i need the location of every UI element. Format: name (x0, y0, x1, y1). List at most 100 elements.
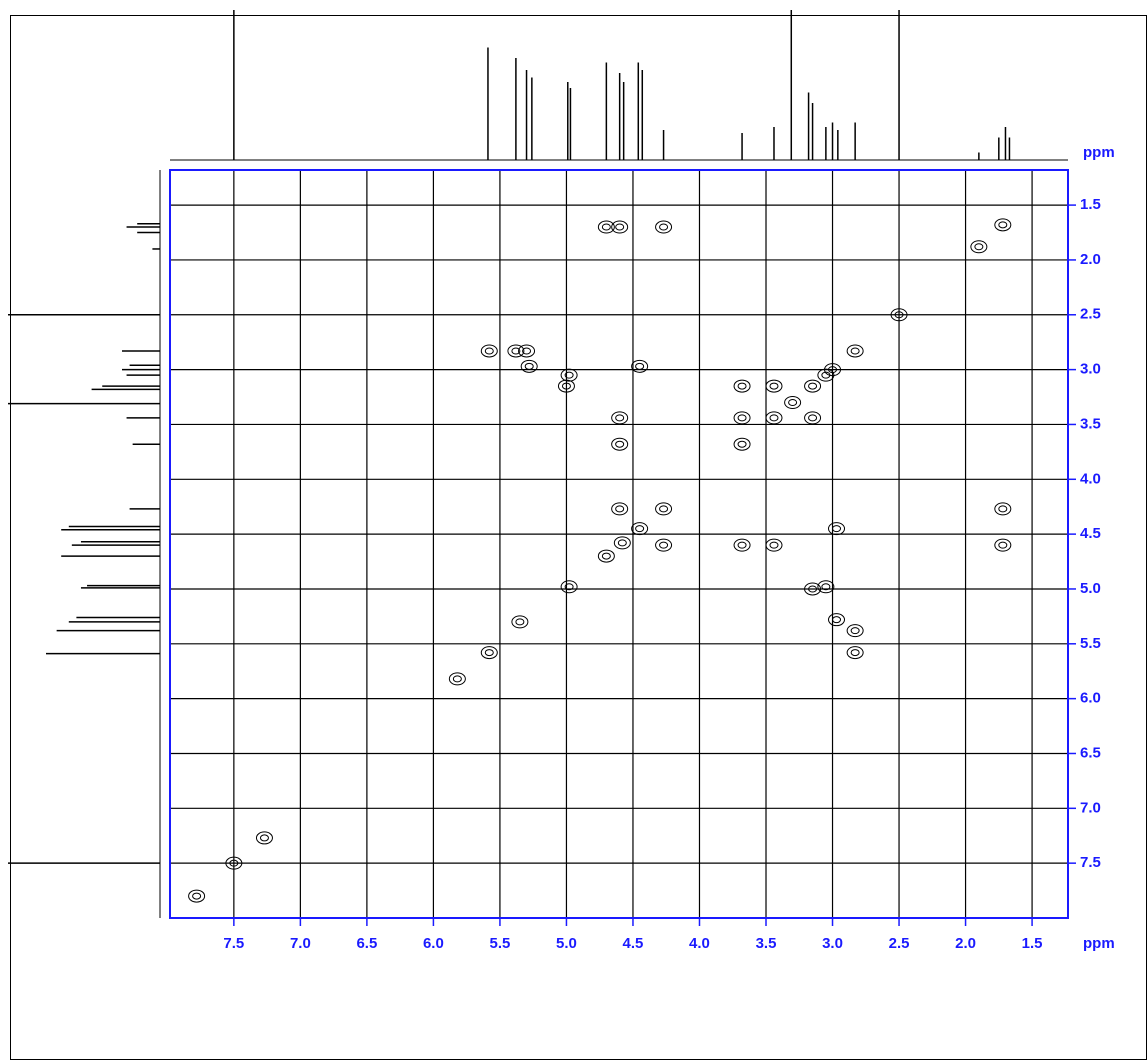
cross-peak (828, 522, 846, 536)
contour (808, 382, 818, 390)
contour (515, 618, 525, 626)
cross-peak (804, 379, 822, 393)
contour (828, 613, 846, 627)
contour (821, 583, 831, 591)
contour (631, 522, 649, 536)
y-tick-label: 2.0 (1080, 251, 1101, 268)
cross-peak (597, 549, 615, 563)
contour (520, 359, 538, 373)
contour (890, 308, 908, 322)
plot-frame (169, 169, 1069, 919)
cross-peak (597, 220, 615, 234)
cross-peak (225, 856, 243, 870)
cross-peak (733, 411, 751, 425)
cross-peak (970, 240, 988, 254)
contour (511, 615, 529, 629)
cross-peak (655, 502, 673, 516)
contour (998, 541, 1008, 549)
contour (229, 859, 239, 867)
cross-peak (188, 889, 206, 903)
contour (994, 538, 1012, 552)
x-tick-label: 6.5 (356, 935, 377, 952)
cross-peaks (188, 218, 1012, 903)
contour (817, 368, 835, 382)
cross-peak (480, 646, 498, 660)
cross-peak (507, 344, 525, 358)
cross-peak (828, 613, 846, 627)
y-tick-label: 6.5 (1080, 744, 1101, 761)
x-tick-label: 7.0 (290, 935, 311, 952)
cross-peak (784, 396, 802, 410)
contour (784, 396, 802, 410)
contour (518, 344, 536, 358)
contour (611, 220, 629, 234)
y-tick-label: 6.0 (1080, 690, 1101, 707)
contour (615, 223, 625, 231)
contour (994, 218, 1012, 232)
contour (659, 223, 669, 231)
contour (998, 505, 1008, 513)
contour (828, 522, 846, 536)
cross-peak (611, 220, 629, 234)
projections (8, 10, 1068, 918)
y-tick-label: 2.5 (1080, 306, 1101, 323)
cross-peak (994, 538, 1012, 552)
contour (765, 379, 783, 393)
contour (737, 414, 747, 422)
contour (615, 505, 625, 513)
cross-peak (765, 379, 783, 393)
x-tick-label: 7.5 (223, 935, 244, 952)
cross-peak (631, 522, 649, 536)
contour (970, 240, 988, 254)
contour (894, 311, 904, 319)
contour (452, 675, 462, 683)
contour (769, 541, 779, 549)
y-tick-label: 3.5 (1080, 415, 1101, 432)
contour (564, 583, 574, 591)
cross-peak (890, 308, 908, 322)
x-tick-label: 4.0 (689, 935, 710, 952)
cross-peak (846, 646, 864, 660)
cross-peak (611, 411, 629, 425)
contour (804, 379, 822, 393)
contour (733, 411, 751, 425)
contour (817, 580, 835, 594)
grid (170, 170, 1076, 926)
x-tick-label: 6.0 (423, 935, 444, 952)
contour (808, 414, 818, 422)
contour (769, 414, 779, 422)
cross-peak (804, 411, 822, 425)
contour (821, 371, 831, 379)
cross-peak (817, 580, 835, 594)
x-tick-label: 3.5 (756, 935, 777, 952)
contour (597, 220, 615, 234)
cross-peak (846, 344, 864, 358)
cross-peak (611, 437, 629, 451)
y-tick-label: 7.5 (1080, 854, 1101, 871)
cross-peak (520, 359, 538, 373)
contour (737, 382, 747, 390)
cross-peak (480, 344, 498, 358)
contour (804, 582, 822, 596)
cross-peak (518, 344, 536, 358)
contour (733, 437, 751, 451)
cross-peak (631, 359, 649, 373)
x-tick-label: 2.5 (889, 935, 910, 952)
contour (601, 223, 611, 231)
contour (255, 831, 273, 845)
contour (659, 505, 669, 513)
contour (846, 624, 864, 638)
contour (259, 834, 269, 842)
contour (846, 646, 864, 660)
contour (765, 538, 783, 552)
cross-peak (733, 538, 751, 552)
frame (10, 15, 1147, 1060)
y-tick-label: 3.0 (1080, 361, 1101, 378)
x-tick-label: 3.0 (822, 935, 843, 952)
contour (448, 672, 466, 686)
contour (560, 580, 578, 594)
y-tick-label: 5.0 (1080, 580, 1101, 597)
cross-peak (804, 582, 822, 596)
contour (765, 411, 783, 425)
